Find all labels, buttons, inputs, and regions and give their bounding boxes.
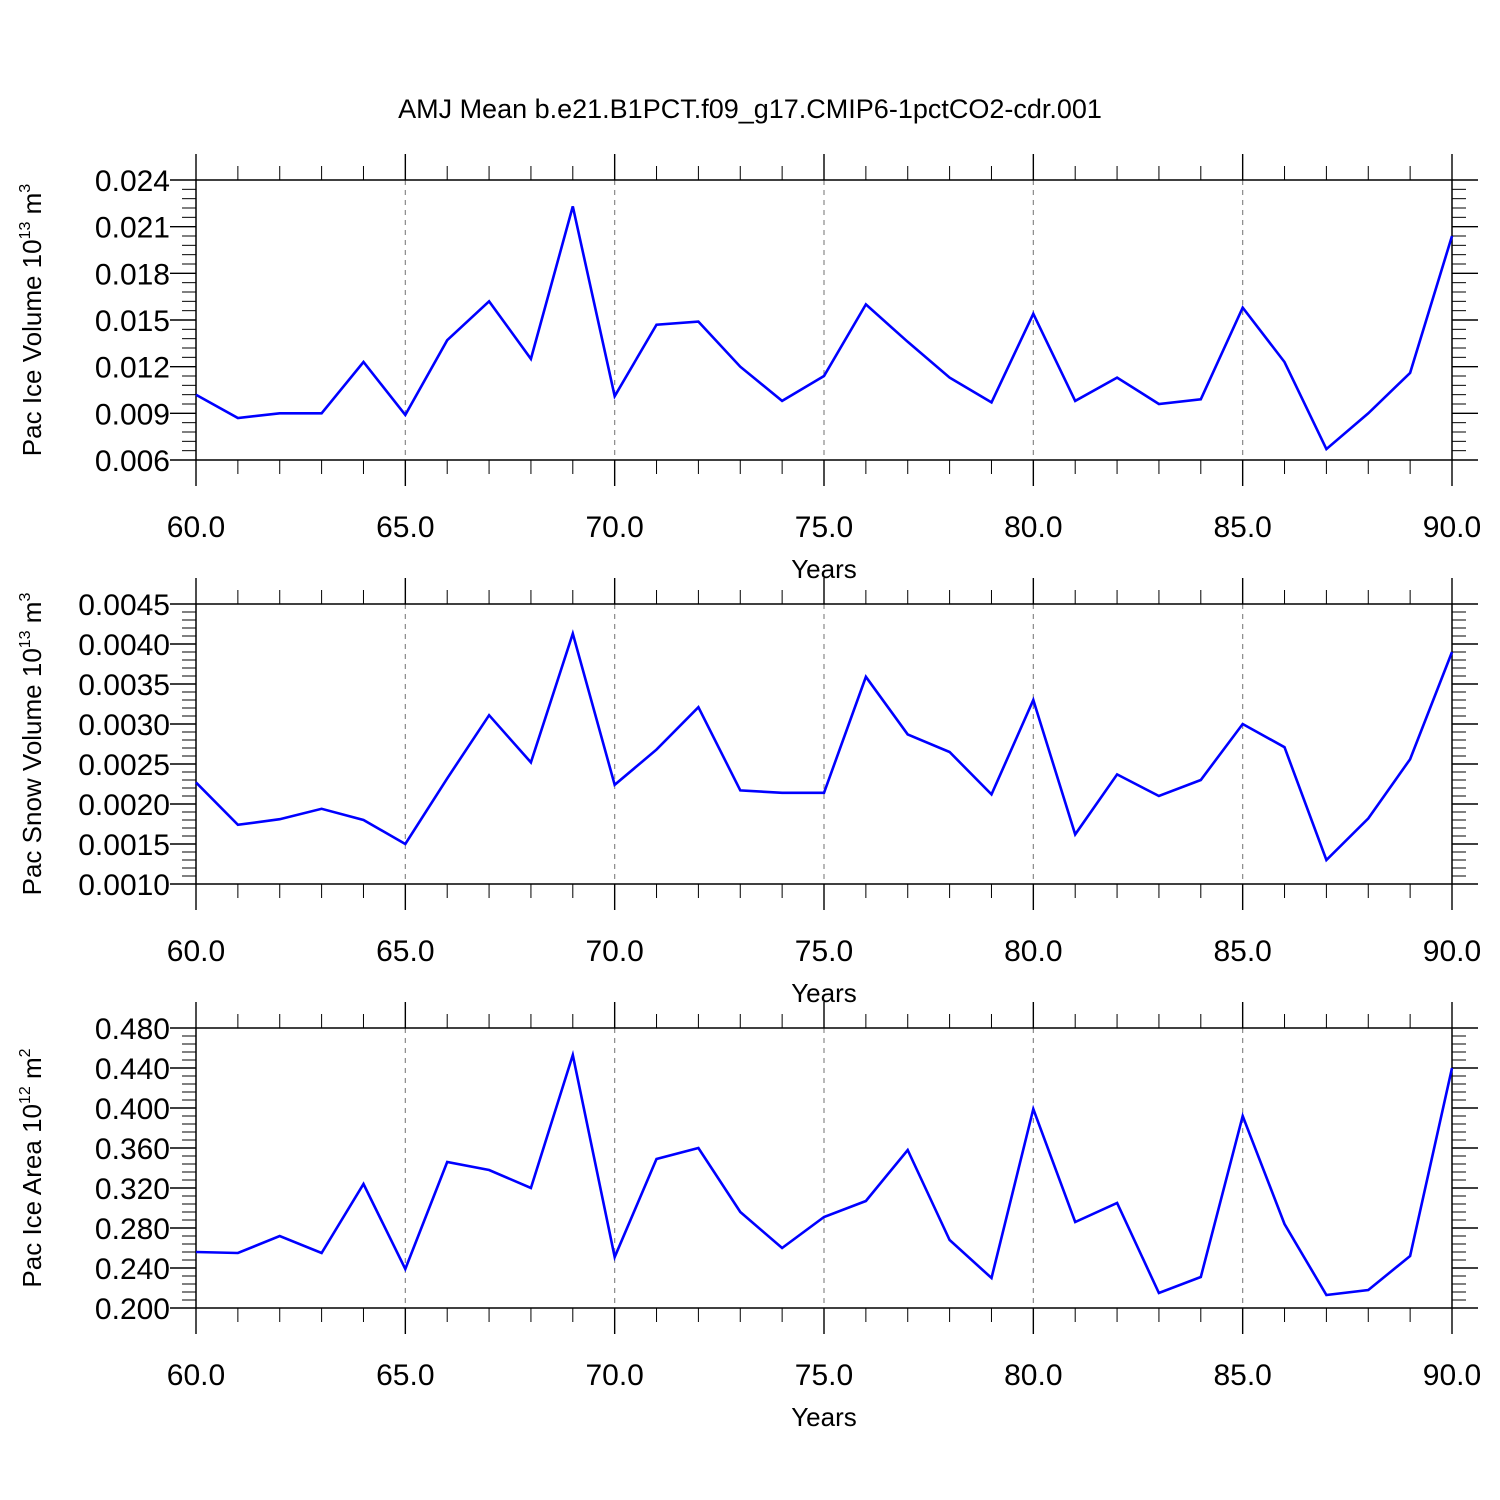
x-tick-label: 60.0 (167, 935, 225, 968)
y-tick-label: 0.0015 (78, 829, 170, 862)
x-tick-label: 70.0 (585, 511, 643, 544)
x-tick-label: 90.0 (1423, 1359, 1481, 1392)
series-line (195, 629, 1454, 863)
y-tick-label: 0.012 (95, 352, 170, 385)
y-tick-label: 0.006 (95, 445, 170, 478)
x-tick-label: 60.0 (167, 511, 225, 544)
y-tick-label: 0.015 (95, 305, 170, 338)
y-tick-label: 0.240 (95, 1253, 170, 1286)
x-tick-label: 85.0 (1213, 511, 1271, 544)
y-tick-label: 0.0040 (78, 629, 170, 662)
x-tick-label: 60.0 (167, 1359, 225, 1392)
y-axis-label: Pac Snow Volume 1013 m3 (17, 593, 47, 896)
chart-panel-2: 0.0010 0.0015 0.0020 0.0025 0.0030 0.0035 0.00… (17, 578, 1481, 1008)
chart-panel-3: 0.200 0.240 0.280 0.320 0.360 0.400 0.440 0.480… (17, 1002, 1481, 1432)
x-tick-label: 75.0 (795, 1359, 853, 1392)
x-tick-label: 80.0 (1004, 935, 1062, 968)
y-tick-label: 0.320 (95, 1173, 170, 1206)
y-axis-label: Pac Ice Area 1012 m2 (17, 1048, 47, 1287)
y-tick-label: 0.021 (95, 212, 170, 245)
plot-frame (195, 1027, 1453, 1309)
x-tick-label: 90.0 (1423, 935, 1481, 968)
y-axis-label: Pac Ice Volume 1013 m3 (17, 184, 47, 457)
plot-frame (195, 179, 1453, 461)
y-tick-label: 0.440 (95, 1053, 170, 1086)
y-tick-label: 0.480 (95, 1013, 170, 1046)
figure-title: AMJ Mean b.e21.B1PCT.f09_g17.CMIP6-1pctC… (398, 94, 1102, 124)
x-tick-label: 65.0 (376, 935, 434, 968)
y-tick-label: 0.024 (95, 165, 170, 198)
y-tick-label: 0.200 (95, 1293, 170, 1326)
x-tick-label: 80.0 (1004, 1359, 1062, 1392)
y-tick-label: 0.0020 (78, 789, 170, 822)
x-tick-label: 80.0 (1004, 511, 1062, 544)
y-tick-label: 0.0035 (78, 669, 170, 702)
panels: 0.006 0.009 0.012 0.015 0.018 0.021 0.024 60.0 6… (17, 154, 1481, 1432)
y-tick-label: 0.0010 (78, 869, 170, 902)
x-tick-label: 75.0 (795, 935, 853, 968)
y-tick-label: 0.400 (95, 1093, 170, 1126)
x-tick-label: 65.0 (376, 1359, 434, 1392)
x-tick-label: 85.0 (1213, 1359, 1271, 1392)
y-tick-label: 0.360 (95, 1133, 170, 1166)
y-tick-label: 0.018 (95, 258, 170, 291)
plot-frame (195, 603, 1453, 885)
y-tick-label: 0.280 (95, 1213, 170, 1246)
series-line (195, 1049, 1454, 1297)
y-tick-label: 0.009 (95, 398, 170, 431)
y-tick-label: 0.0030 (78, 709, 170, 742)
x-tick-label: 70.0 (585, 1359, 643, 1392)
y-tick-label: 0.0025 (78, 749, 170, 782)
chart-panel-1: 0.006 0.009 0.012 0.015 0.018 0.021 0.024 60.0 6… (17, 154, 1481, 584)
x-tick-label: 75.0 (795, 511, 853, 544)
x-tick-label: 65.0 (376, 511, 434, 544)
series-line (195, 206, 1454, 452)
x-tick-label: 85.0 (1213, 935, 1271, 968)
x-axis-label: Years (791, 1402, 857, 1432)
x-tick-label: 90.0 (1423, 511, 1481, 544)
x-tick-label: 70.0 (585, 935, 643, 968)
y-tick-label: 0.0045 (78, 589, 170, 622)
